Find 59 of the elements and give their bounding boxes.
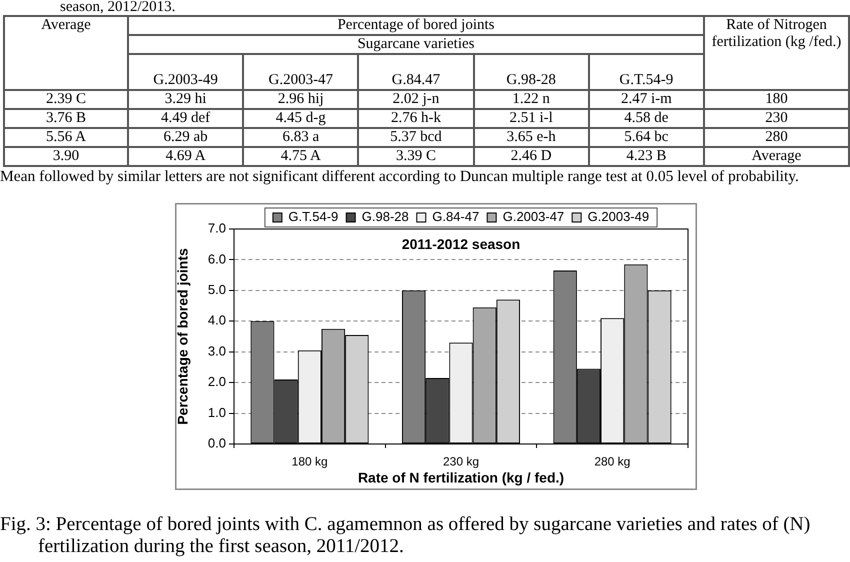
text: 5.64 bc (624, 129, 668, 145)
category-label: G.98-28 (474, 54, 589, 90)
text: Mean followed by similar letters are not significant different according to Duncan multiple range test at 0.05 level of probability. (0, 168, 800, 185)
y-tick-label: 1.0 (208, 404, 226, 420)
text: 2.39 C (46, 91, 86, 107)
text: 4.45 d-g (276, 110, 326, 126)
x-tick-label: 230 kg (442, 454, 480, 469)
legend-label: G.84-47 (432, 209, 480, 224)
text: Percentage of bored joints (128, 16, 704, 35)
text: 180 (765, 91, 788, 107)
text: 3.76 B (46, 110, 86, 126)
caption: Fig. 3: Percentage of bored joints with C. agamemnon as offered by sugarcane varieties and rates of (N) fertilization during the first season, 2011/2012. (0, 514, 812, 558)
text: 3.90 (52, 148, 80, 164)
text: 5.37 bcd (390, 129, 442, 145)
text: 2.96 hij (278, 91, 324, 107)
text: 2.46 D (510, 148, 552, 164)
y-axis-title: Percentage of bored joints (174, 248, 190, 425)
y-tick-label: 4.0 (208, 312, 226, 328)
x-tick-label: 180 kg (292, 454, 328, 469)
text: 1.22 n (512, 91, 550, 107)
x-tick-label: 280 kg (594, 454, 630, 469)
text: 2.76 h-k (390, 110, 441, 126)
y-tick-label: 7.0 (208, 220, 226, 236)
y-tick-label: 2.0 (208, 374, 226, 390)
legend-label: G.2003-49 (588, 209, 650, 224)
category-label: Average (4, 16, 128, 90)
category-label: G.T.54-9 (588, 54, 704, 90)
text: 4.75 A (280, 148, 321, 164)
x-axis-title: Rate of N fertilization (kg / fed.) (358, 469, 564, 486)
legend-label: G.98-28 (362, 209, 409, 224)
text: 4.58 de (624, 110, 668, 126)
category-label: G.2003-47 (243, 54, 358, 90)
y-tick-label: 0.0 (208, 436, 226, 451)
legend-label: G.2003-47 (502, 209, 564, 224)
y-tick-label: 6.0 (208, 251, 226, 266)
text: 5.56 A (46, 129, 86, 145)
text: 3.29 hi (164, 91, 206, 107)
text: 6.29 ab (164, 129, 208, 145)
text: 3.65 e-h (506, 129, 556, 145)
text: Sugarcane varieties (128, 35, 704, 54)
text: 280 (765, 129, 788, 145)
text: 230 (765, 110, 788, 126)
text: 2011-2012 season (402, 236, 520, 252)
text: season, 2012/2013. (59, 0, 176, 15)
text: 4.49 def (161, 110, 210, 126)
text: 4.69 A (166, 148, 206, 164)
text: Average (752, 148, 802, 164)
text: 2.02 j-n (392, 91, 440, 107)
category-label: Rate of Nitrogen fertilization (kg /fed.) (704, 16, 849, 90)
category-label: G.84.47 (358, 54, 474, 90)
y-tick-label: 5.0 (208, 282, 226, 298)
text: 3.39 C (396, 148, 436, 164)
text: 4.23 B (626, 148, 666, 164)
text: 6.83 a (282, 129, 320, 145)
y-tick-label: 3.0 (208, 343, 226, 358)
legend-label: G.T.54-9 (288, 209, 338, 224)
text: 2.51 i-l (509, 110, 553, 126)
text: 2.47 i-m (620, 91, 672, 107)
category-label: G.2003-49 (128, 54, 244, 90)
